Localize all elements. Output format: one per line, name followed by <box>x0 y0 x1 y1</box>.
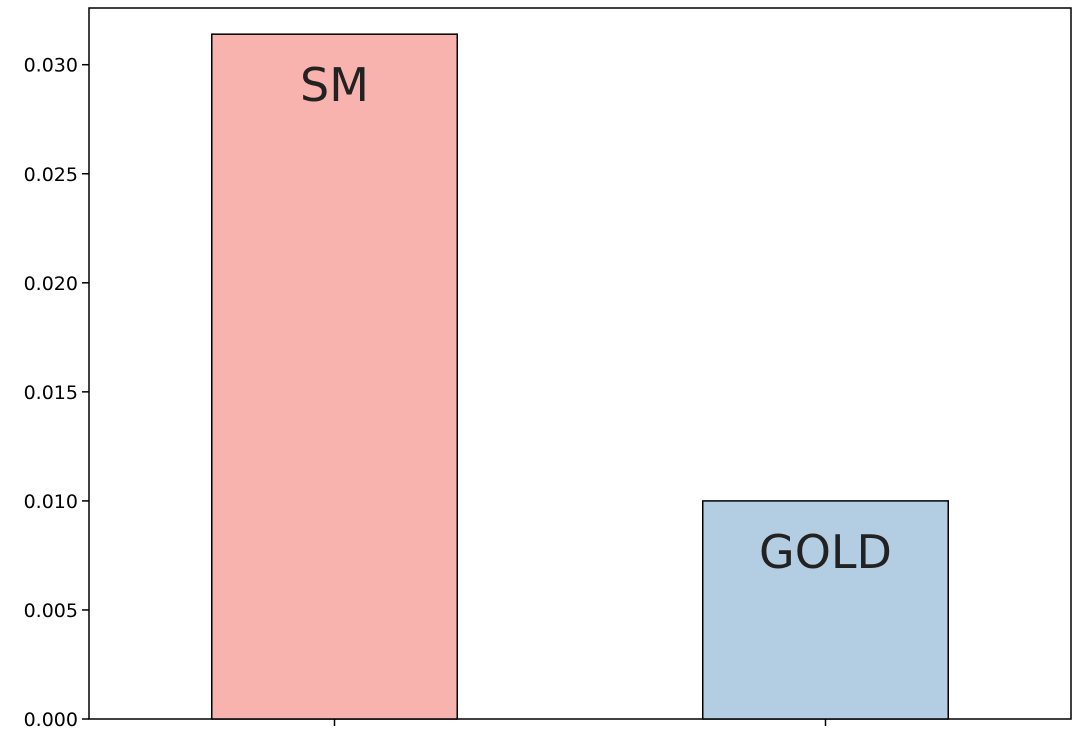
y-tick-label: 0.000 <box>24 709 78 731</box>
bar-labels: SM GOLD <box>300 58 892 579</box>
bar-series <box>211 33 949 720</box>
bar-label-gold: GOLD <box>759 525 892 579</box>
y-tick-label: 0.010 <box>24 491 78 513</box>
bar-label-sm: SM <box>300 58 369 112</box>
bar-gold <box>702 500 949 720</box>
y-tick-label: 0.030 <box>24 55 78 77</box>
y-tick-label: 0.005 <box>24 600 78 622</box>
y-axis: 0.000 0.005 0.010 0.015 0.020 0.025 0.030 <box>24 55 89 731</box>
y-tick-label: 0.020 <box>24 273 78 295</box>
y-tick-label: 0.015 <box>24 382 78 404</box>
x-axis <box>333 719 827 726</box>
bar-sm <box>211 33 458 720</box>
y-tick-label: 0.025 <box>24 164 78 186</box>
